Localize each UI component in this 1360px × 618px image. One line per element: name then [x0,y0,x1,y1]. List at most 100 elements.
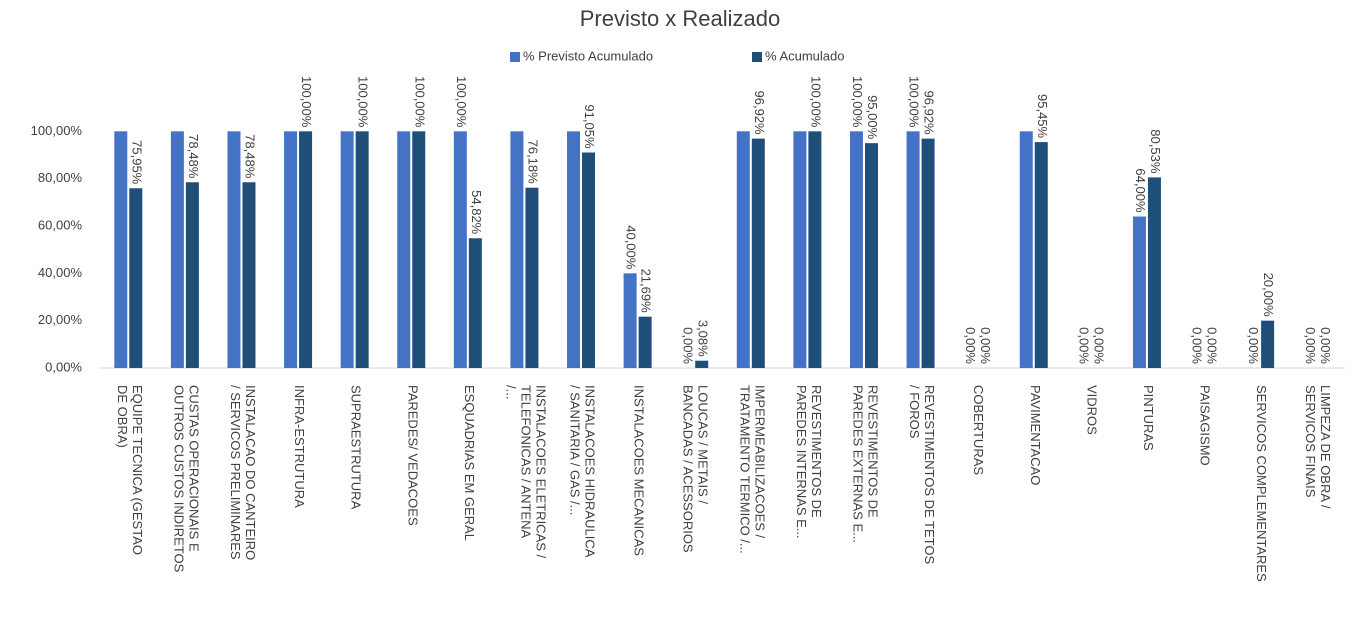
legend-label: % Acumulado [765,48,845,63]
bar [510,131,524,368]
bar [638,316,652,368]
x-tick-label: EQUIPE TECNICA (GESTAO DE OBRA) [114,385,144,559]
data-label: 0,00% [1091,327,1106,364]
data-label: 75,95% [129,140,144,185]
data-label: 100,00% [808,76,823,128]
x-tick-label: INSTALACOES MECANICAS [631,385,646,556]
data-label: 91,05% [582,104,597,149]
y-tick-label: 40,00% [38,265,83,280]
bar [468,238,482,368]
bar [412,131,426,368]
data-label: 40,00% [624,225,639,270]
data-label: 0,00% [1246,327,1261,364]
x-tick-label: PAREDES/ VEDACOES [405,385,420,526]
bar [355,131,369,368]
data-label: 100,00% [907,76,922,128]
data-label: 95,45% [1035,94,1050,139]
bar [849,131,863,368]
x-tick-label: PAISAGISMO [1197,385,1212,466]
bar [808,131,822,368]
data-label: 0,00% [1205,327,1220,364]
x-tick-label: SERVICOS COMPLEMENTARES [1254,385,1269,582]
x-tick-label: PAVIMENTACAO [1027,385,1042,485]
bar [623,273,637,368]
data-label: 20,00% [1261,273,1276,318]
data-label: 3,08% [695,320,710,357]
legend-swatch [510,52,520,62]
y-tick-label: 60,00% [38,217,83,232]
x-tick-label: PINTURAS [1140,385,1155,451]
bar [397,131,411,368]
y-tick-label: 20,00% [38,312,83,327]
data-label: 78,48% [243,134,258,179]
data-label: 0,00% [963,327,978,364]
x-tick-label: VIDROS [1084,385,1099,435]
data-label: 64,00% [1133,168,1148,213]
chart-title: Previsto x Realizado [580,6,781,31]
data-label: 100,00% [850,76,865,128]
bar [1147,177,1161,368]
bar [1132,216,1146,368]
y-tick-label: 100,00% [31,123,83,138]
bar [793,131,807,368]
data-label: 78,48% [186,134,201,179]
data-label: 0,00% [680,327,695,364]
y-tick-label: 80,00% [38,170,83,185]
data-label: 100,00% [299,76,314,128]
data-label: 0,00% [1303,327,1318,364]
bar [129,188,143,368]
data-label: 21,69% [639,269,654,314]
bar [114,131,128,368]
data-label: 100,00% [454,76,469,128]
x-tick-label: IMPERMEABILIZACOES / TRATAMENTO TERMICO … [737,385,767,554]
bar [284,131,298,368]
bar [1034,142,1048,368]
bar [582,152,596,368]
data-label: 96,92% [922,91,937,136]
data-label: 0,00% [978,327,993,364]
bar [525,187,539,368]
bar [1019,131,1033,368]
x-tick-label: LOUCAS / METAIS / BANCADAS / ACESSORIOS [680,385,710,553]
data-label: 0,00% [1076,327,1091,364]
x-tick-label: CUSTAS OPERACIONAIS E OUTROS CUSTOS INDI… [171,385,201,573]
bar [299,131,313,368]
data-label: 0,00% [1318,327,1333,364]
bar [906,131,920,368]
data-label: 80,53% [1148,129,1163,174]
bar [567,131,581,368]
bar [453,131,467,368]
bar [185,182,199,368]
data-label: 0,00% [1190,327,1205,364]
y-tick-label: 0,00% [45,359,82,374]
data-label: 76,18% [525,140,540,185]
data-label: 96,92% [752,91,767,136]
bar [864,143,878,368]
x-tick-label: REVESTIMENTOS DE PAREDES EXTERNAS E... [850,385,880,543]
x-tick-label: REVESTIMENTOS DE PAREDES INTERNAS E... [793,385,823,539]
bar [1261,320,1275,368]
x-tick-label: INSTALACOES ELETRICAS / TELEFONICAS / AN… [503,385,548,562]
data-label: 100,00% [356,76,371,128]
bar [227,131,241,368]
x-tick-label: SUPRAESTRUTURA [348,385,363,510]
data-label: 100,00% [412,76,427,128]
x-tick-label: COBERTURAS [971,385,986,475]
data-label: 95,00% [865,95,880,140]
bar [921,138,935,368]
bar [170,131,184,368]
legend-swatch [752,52,762,62]
x-tick-label: INSTALACAO DO CANTEIRO / SERVICOS PRELIM… [228,385,258,564]
bar [736,131,750,368]
bar [242,182,256,368]
bar [695,360,709,368]
bar [340,131,354,368]
x-tick-label: LIMPEZA DE OBRA / SERVICOS FINAIS [1303,385,1333,512]
x-tick-label: INSTALACOES HIDRAULICA / SANITARIA / GAS… [567,385,597,560]
x-tick-label: REVESTIMENTOS DE TETOS / FOROS [907,385,937,568]
legend-label: % Previsto Acumulado [523,48,653,63]
x-tick-label: INFRA-ESTRUTURA [292,385,307,508]
bar [751,138,765,368]
data-label: 54,82% [469,190,484,235]
